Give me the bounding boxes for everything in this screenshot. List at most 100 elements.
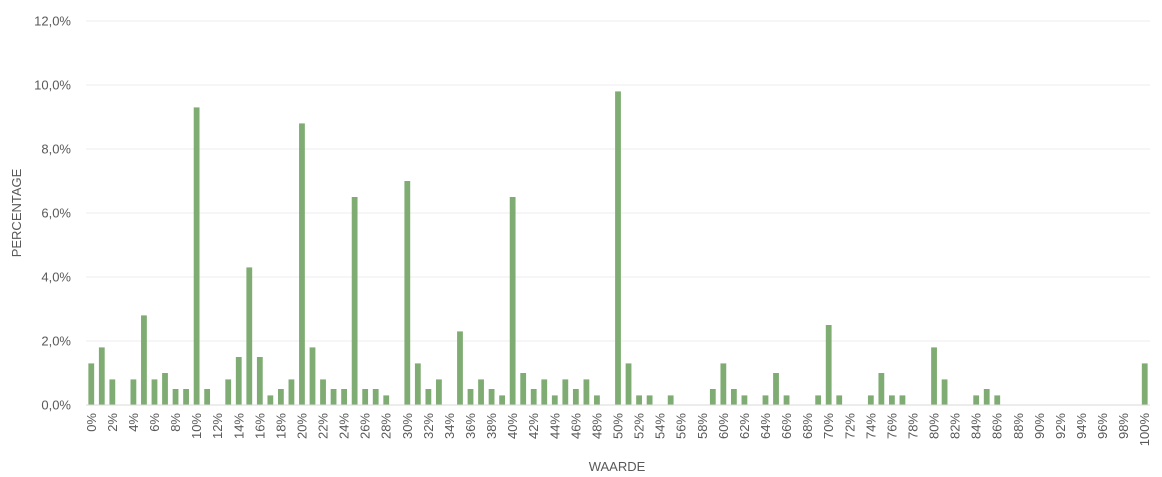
x-tick-label: 24% (337, 413, 352, 439)
bar-26% (362, 389, 369, 405)
bar-38% (488, 389, 495, 405)
x-tick-label: 86% (990, 413, 1005, 439)
x-tick-label: 42% (526, 413, 541, 439)
bar-8% (172, 389, 179, 405)
bar-32% (425, 389, 432, 405)
x-tick-label: 80% (927, 413, 942, 439)
bar-27% (372, 389, 379, 405)
x-axis-tick-labels: 0% 2% 4% 6% 8% 10% 12% 14% 16% 18% 20% 22% 24% 26% 28%… (84, 413, 1152, 447)
bar-70% (825, 325, 832, 405)
x-tick-label: 64% (758, 413, 773, 439)
bar-16% (256, 357, 263, 405)
x-tick-label: 66% (779, 413, 794, 439)
bar-48% (594, 395, 600, 405)
x-tick-label: 10% (189, 413, 204, 439)
bar-43% (541, 379, 548, 405)
x-tick-label: 76% (884, 413, 899, 439)
y-tick-label: 0,0% (41, 398, 71, 413)
x-axis-title: WAARDE (589, 459, 646, 474)
x-tick-label: 4% (126, 413, 141, 432)
bar-45% (562, 379, 569, 405)
x-tick-label: 0% (84, 413, 99, 432)
bar-9% (183, 389, 189, 405)
bar-33% (436, 379, 442, 405)
y-tick-label: 4,0% (41, 270, 71, 285)
x-tick-label: 22% (316, 413, 331, 439)
bar-81% (941, 379, 948, 405)
bar-44% (551, 395, 558, 405)
x-tick-label: 72% (842, 413, 857, 439)
bar-61% (730, 389, 737, 405)
x-tick-label: 8% (168, 413, 183, 432)
x-tick-label: 58% (695, 413, 710, 439)
y-tick-label: 10,0% (34, 78, 71, 93)
x-tick-label: 34% (442, 413, 457, 439)
x-tick-label: 96% (1095, 413, 1110, 439)
y-tick-label: 8,0% (41, 142, 71, 157)
x-tick-label: 100% (1137, 413, 1152, 447)
bar-41% (520, 373, 527, 405)
bar-21% (309, 347, 316, 405)
bar-19% (288, 379, 295, 405)
x-tick-label: 30% (400, 413, 415, 439)
x-tick-label: 46% (568, 413, 583, 439)
bar-18% (277, 389, 284, 405)
x-tick-label: 28% (379, 413, 394, 439)
x-tick-label: 92% (1053, 413, 1068, 439)
bar-47% (583, 379, 590, 405)
bar-74% (867, 395, 874, 405)
bar-28% (383, 395, 390, 405)
bar-24% (341, 389, 347, 405)
bar-77% (899, 395, 906, 405)
bar-36% (467, 389, 474, 405)
bar-51% (625, 363, 632, 405)
bar-20% (299, 123, 305, 406)
bar-4% (130, 379, 137, 405)
bar-17% (267, 395, 274, 405)
bar-15% (246, 267, 253, 405)
x-tick-label: 12% (210, 413, 225, 439)
bar-10% (193, 107, 200, 406)
bar-14% (235, 357, 242, 405)
bar-76% (889, 395, 895, 405)
bar-55% (667, 395, 674, 405)
bar-85% (983, 389, 990, 405)
bar-22% (320, 379, 326, 405)
bar-0% (88, 363, 95, 405)
x-tick-label: 94% (1074, 413, 1089, 439)
x-tick-label: 20% (294, 413, 309, 439)
bar-37% (478, 379, 484, 405)
x-tick-label: 88% (1011, 413, 1026, 439)
x-tick-label: 54% (653, 413, 668, 439)
bar-50% (615, 91, 621, 406)
bar-100% (1141, 363, 1148, 405)
x-tick-label: 40% (505, 413, 520, 439)
bar-59% (709, 389, 716, 405)
x-tick-label: 18% (273, 413, 288, 439)
x-tick-label: 6% (147, 413, 162, 432)
bar-71% (836, 395, 843, 405)
bar-69% (815, 395, 822, 405)
y-axis-tick-labels: 0,0% 2,0% 4,0% 6,0% 8,0% 10,0% 12,0% (34, 14, 71, 413)
x-tick-label: 90% (1032, 413, 1047, 439)
x-tick-label: 26% (358, 413, 373, 439)
bar-5% (141, 315, 147, 405)
x-tick-label: 62% (737, 413, 752, 439)
bar-11% (204, 389, 211, 405)
x-tick-label: 82% (948, 413, 963, 439)
x-tick-label: 16% (252, 413, 267, 439)
bars (88, 91, 1148, 406)
x-tick-label: 68% (800, 413, 815, 439)
x-tick-label: 74% (863, 413, 878, 439)
bar-65% (773, 373, 779, 405)
x-tick-label: 60% (716, 413, 731, 439)
x-tick-label: 36% (463, 413, 478, 439)
y-tick-label: 12,0% (34, 14, 71, 29)
y-tick-label: 2,0% (41, 334, 71, 349)
bar-53% (646, 395, 653, 405)
bar-84% (973, 395, 980, 405)
x-tick-label: 48% (589, 413, 604, 439)
bar-64% (762, 395, 769, 405)
bar-23% (330, 389, 337, 405)
